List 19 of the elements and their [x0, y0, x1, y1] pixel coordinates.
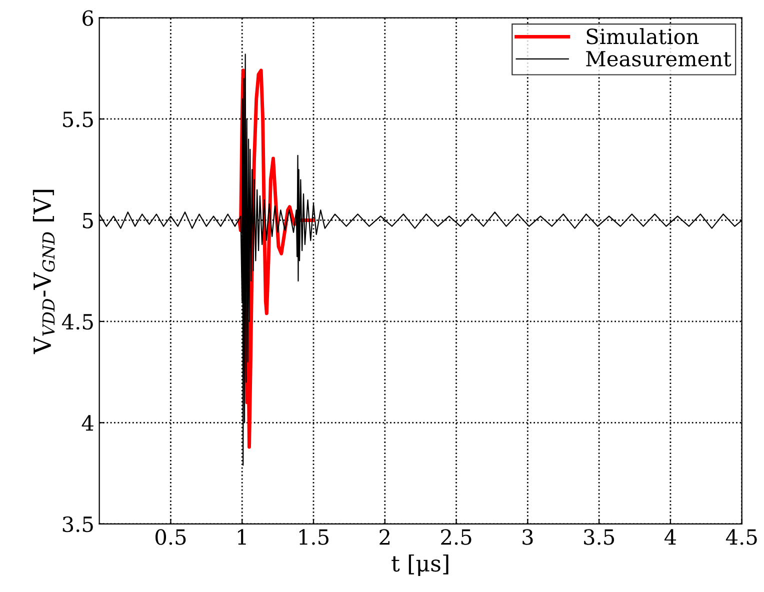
y-tick-label: 4	[82, 415, 94, 431]
y-axis-title: V$_{VDD}$-V$_{GND}$ [V]	[32, 190, 55, 354]
x-tick-label: 0.5	[156, 529, 186, 545]
x-tick-label: 2	[380, 529, 390, 545]
x-tick-label: 1.5	[299, 529, 328, 545]
x-tick-label: 1	[238, 529, 246, 545]
y-tick-label: 5	[82, 212, 93, 228]
y-tick-label: 4.5	[62, 314, 93, 330]
legend-label: Simulation	[586, 28, 699, 44]
y-tick-label: 5.5	[63, 112, 93, 128]
x-tick-label: 3.5	[584, 529, 614, 545]
x-axis-title: t [μs]	[392, 554, 448, 576]
x-tick-label: 4	[664, 529, 676, 545]
x-tick-label: 3	[522, 529, 533, 545]
y-tick-label: 3.5	[62, 516, 93, 532]
x-tick-label: 2.5	[441, 529, 472, 545]
y-tick-label: 6	[82, 10, 94, 26]
legend-label: Measurement	[586, 51, 732, 67]
x-tick-label: 4.5	[726, 529, 757, 545]
